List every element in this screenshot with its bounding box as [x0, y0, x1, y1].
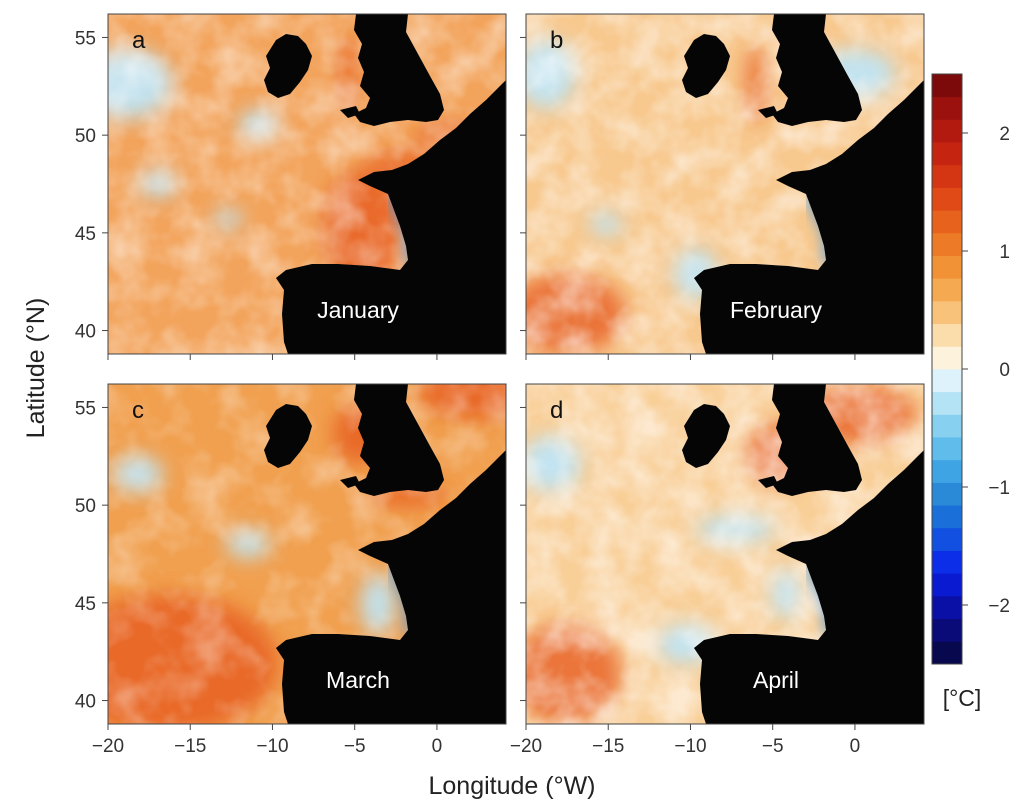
panel-letter: d	[550, 397, 563, 424]
colorbar-swatch	[932, 391, 962, 415]
colorbar-swatch	[932, 255, 962, 279]
colorbar-swatch	[932, 459, 962, 483]
colorbar-unit: [°C]	[943, 685, 982, 711]
panel-letter: b	[550, 27, 563, 54]
colorbar-swatch	[932, 550, 962, 574]
colorbar-swatch	[932, 142, 962, 166]
x-tick-label: −5	[344, 736, 366, 757]
y-axis-title: Latitude (°N)	[22, 298, 50, 439]
month-label: March	[326, 667, 390, 693]
x-tick-label: 0	[850, 736, 861, 757]
x-tick-label: −15	[174, 736, 206, 757]
y-tick-label: 50	[75, 496, 96, 517]
x-tick-label: −5	[762, 736, 784, 757]
x-tick-label: −10	[256, 736, 288, 757]
panel-letter: c	[132, 397, 144, 424]
x-tick-label: −20	[510, 736, 542, 757]
colorbar-swatch	[932, 346, 962, 370]
colorbar-swatch	[932, 232, 962, 256]
colorbar-swatch	[932, 187, 962, 211]
panel-frame	[107, 383, 507, 725]
y-tick-label: 40	[75, 322, 96, 343]
colorbar-swatch	[932, 482, 962, 506]
y-tick-label: 50	[75, 126, 96, 147]
colorbar-swatch	[932, 369, 962, 393]
month-label: February	[730, 297, 823, 323]
colorbar-swatch	[932, 573, 962, 597]
colorbar-swatch	[932, 618, 962, 642]
map-panel-d: d April −20 −15 −10 −5 0	[510, 383, 925, 757]
map-panel-b: b February	[520, 13, 925, 360]
colorbar-swatch	[932, 210, 962, 234]
colorbar-swatch	[932, 437, 962, 461]
colorbar-swatch	[932, 595, 962, 620]
map-panel-c: c March 55 50 45 40 −20 −15 −10 −5 0	[75, 383, 507, 757]
colorbar-tick-label: −2	[988, 596, 1010, 617]
colorbar: 2 1 0 −1 −2	[931, 73, 1010, 665]
colorbar-swatch	[932, 527, 962, 551]
x-axis-title: Longitude (°W)	[428, 772, 595, 800]
y-tick-label: 45	[75, 594, 96, 615]
y-tick-label: 55	[75, 398, 96, 419]
colorbar-tick-label: 2	[999, 124, 1010, 145]
x-tick-label: −20	[92, 736, 124, 757]
y-tick-label: 40	[75, 692, 96, 713]
colorbar-swatch	[932, 323, 962, 347]
colorbar-swatch	[932, 96, 962, 120]
y-tick-label: 45	[75, 224, 96, 245]
colorbar-tick-label: −1	[988, 478, 1010, 499]
panel-frame	[525, 13, 925, 355]
x-tick-label: −10	[674, 736, 706, 757]
month-label: January	[317, 297, 399, 323]
colorbar-tick-label: 1	[999, 242, 1010, 263]
colorbar-tick-label: 0	[999, 360, 1010, 381]
colorbar-swatch	[932, 278, 962, 302]
x-tick-label: 0	[432, 736, 443, 757]
colorbar-swatch	[932, 505, 962, 529]
x-tick-label: −15	[592, 736, 624, 757]
colorbar-swatch	[932, 164, 962, 188]
panel-frame	[525, 383, 925, 725]
colorbar-swatch	[932, 74, 962, 98]
panel-letter: a	[132, 27, 146, 54]
colorbar-swatch	[932, 119, 962, 143]
colorbar-swatch	[932, 414, 962, 438]
y-tick-label: 55	[75, 28, 96, 49]
month-label: April	[753, 667, 799, 693]
colorbar-swatch	[932, 300, 962, 325]
panel-frame	[107, 13, 507, 355]
colorbar-swatch	[932, 641, 962, 665]
map-panel-a: a January 55 50 45 40	[75, 13, 507, 360]
